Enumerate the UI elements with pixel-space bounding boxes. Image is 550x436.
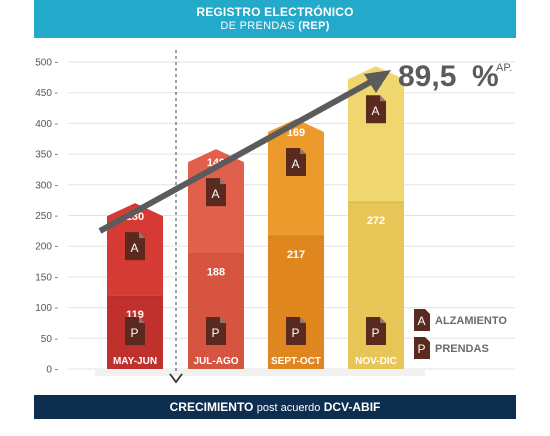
document-fold [139,232,145,239]
bar-alzamiento [348,66,404,202]
document-letter: A [211,187,219,201]
document-fold [220,317,226,323]
y-tick-label: 0 - [46,365,58,376]
alzamiento-value-label: 169 [287,127,305,139]
growth-value: 89,5 [398,60,456,93]
floor-shadow [95,369,425,376]
y-tick-label: 100 - [35,303,58,314]
arrow-shaft [98,76,378,234]
document-fold [139,317,145,323]
document-letter: A [371,104,379,118]
bar-alzamiento [268,118,324,236]
growth-note: AP. [496,62,512,74]
category-label: SEPT-OCT [271,356,321,367]
document-shape [366,317,386,345]
document-letter: A [291,157,299,171]
document-fold [300,147,306,154]
category-label: MAY-JUN [113,356,157,367]
legend: A ALZAMIENTO P PRENDAS [414,309,507,359]
legend-item: P PRENDAS [414,337,489,359]
document-letter: P [130,326,138,340]
y-tick-label: 400 - [35,119,58,130]
document-letter: P [291,326,299,340]
prendas-value-label: 272 [367,215,385,227]
divider-marker [169,50,183,384]
arrow-head [364,70,391,93]
y-tick-label: 250 - [35,211,58,222]
document-fold [300,317,306,323]
document-icon [414,309,430,331]
header-title-line2-plain: DE PRENDAS [220,20,295,32]
footer-bold2: DCV-ABIF [323,400,381,414]
growth-arrow [98,70,391,234]
legend-letter: P [417,342,425,356]
document-letter: A [130,241,138,255]
legend-label: ALZAMIENTO [435,315,507,327]
chart-footer: CRECIMIENTO post acuerdo DCV-ABIF [34,395,516,419]
document-fold [220,178,226,185]
legend-item: A ALZAMIENTO [414,309,507,331]
alzamiento-doc-icon: A [125,232,145,261]
growth-callout: 89,5 %AP. [398,60,512,93]
y-tick-label: 150 - [35,272,58,283]
category-label: JUL-AGO [194,356,239,367]
category-label: NOV-DIC [355,356,397,367]
footer-bold1: CRECIMIENTO [169,400,254,414]
document-shape [206,317,226,345]
alzamiento-doc-icon: A [206,178,226,207]
chevron-down-icon [169,373,183,384]
bar-group: 200272APNOV-DIC [348,66,404,369]
header-title-line1: REGISTRO ELECTRÓNICO [196,5,354,19]
y-tick-label: 200 - [35,242,58,253]
footer-plain: post acuerdo [256,402,321,414]
alzamiento-doc-icon: A [366,95,386,124]
prendas-doc-icon: P [125,317,145,345]
document-shape [125,317,145,345]
y-tick-label: 50 - [41,334,58,345]
header-title-line2: DE PRENDAS (REP) [34,20,516,32]
document-shape [366,95,386,124]
document-letter: P [211,326,219,340]
prendas-doc-icon: P [206,317,226,345]
prendas-doc-icon: P [286,317,306,345]
chart-header: REGISTRO ELECTRÓNICO DE PRENDAS (REP) [34,0,516,38]
y-tick-label: 350 - [35,150,58,161]
bar-group: 169 217 A P SEPT-OCT [268,118,324,369]
prendas-value-label: 217 [287,249,305,261]
document-shape [206,178,226,207]
legend-label: PRENDAS [435,343,489,355]
alzamiento-doc-icon: A [286,147,306,176]
document-shape [286,147,306,176]
prendas-value-label: 188 [207,267,225,279]
y-tick-label: 300 - [35,180,58,191]
header-title-line2-bold: (REP) [298,20,330,32]
document-icon [414,337,430,359]
document-shape [286,317,306,345]
bar-prendas [188,253,244,369]
y-tick-label: 450 - [35,88,58,99]
bars: 130119APMAY-JUN149188APJUL-AGO169217APSE… [95,66,425,376]
document-letter: P [371,326,379,340]
bar-prendas [268,235,324,369]
document-shape [125,232,145,261]
prendas-doc-icon: P [366,317,386,345]
y-tick-label: 500 - [35,58,58,69]
legend-letter: A [417,314,425,328]
growth-percent: % [472,60,499,93]
document-fold [380,317,386,323]
document-fold [380,95,386,102]
